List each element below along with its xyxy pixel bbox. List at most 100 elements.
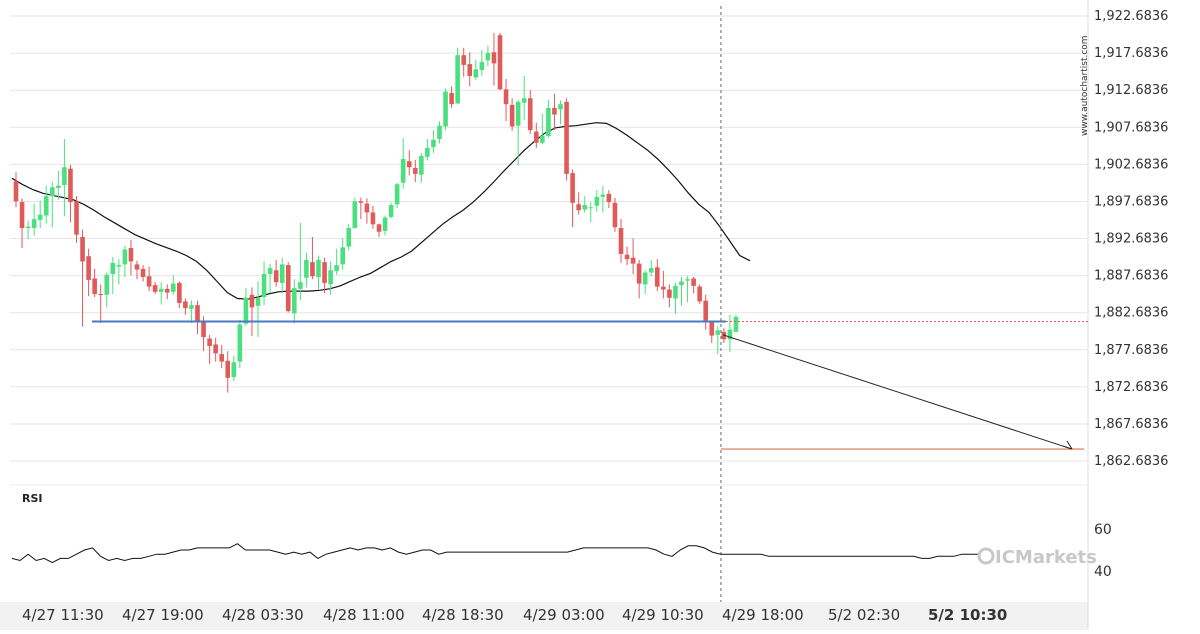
y-axis-labels: 1,922.6836 1,917.6836 1,912.6836 1,907.6836… — [1094, 9, 1168, 469]
candle-body — [195, 305, 200, 323]
candle-body — [310, 262, 315, 277]
candle-body — [588, 207, 594, 209]
candle-body — [600, 194, 606, 197]
candle-body — [340, 247, 345, 265]
candle-body — [425, 147, 430, 157]
y-tick-label: 1,897.6836 — [1094, 194, 1168, 209]
candle-body — [636, 263, 642, 284]
candle-body — [255, 297, 261, 306]
y-tick-label: 1,872.6836 — [1094, 380, 1168, 395]
candle-body — [558, 104, 563, 110]
candle-body — [304, 259, 309, 278]
rsi-tick-label: 40 — [1094, 564, 1112, 580]
candle-body — [140, 268, 146, 277]
candle-body — [334, 265, 339, 272]
candle-body — [110, 262, 116, 275]
candle-body — [624, 254, 630, 260]
candle-body — [183, 301, 188, 309]
candle-body — [74, 201, 79, 235]
candle-body — [279, 264, 285, 283]
moving-average-path — [11, 122, 751, 300]
candle-body — [116, 265, 122, 267]
candle-body — [225, 360, 231, 378]
x-tick-label: 4/29 03:00 — [523, 606, 605, 624]
candle-body — [243, 297, 249, 324]
candle-body — [298, 282, 303, 289]
candle-body — [358, 201, 364, 203]
candle-body — [437, 125, 442, 140]
candle-body — [261, 274, 267, 297]
x-tick-label: 4/29 10:30 — [622, 606, 704, 624]
candle-body — [534, 131, 539, 143]
candle-body — [388, 205, 394, 217]
candle-body — [152, 285, 158, 292]
candle-body — [630, 257, 636, 264]
moving-average-line — [11, 122, 751, 300]
brand-logo-text: ICMarkets — [995, 547, 1097, 568]
x-axis-band — [0, 602, 1090, 630]
x-tick-label: 4/27 11:30 — [22, 606, 104, 624]
candle-body — [521, 98, 527, 103]
candle-body — [703, 300, 708, 321]
candle-body — [382, 217, 388, 231]
y-tick-label: 1,877.6836 — [1094, 343, 1168, 358]
candle-body — [68, 168, 73, 203]
candle-body — [328, 270, 333, 285]
candle-body — [673, 285, 678, 299]
candle-body — [503, 89, 509, 105]
candle-body — [479, 61, 485, 71]
y-axis-panel — [1088, 0, 1200, 630]
overlays — [92, 6, 1088, 602]
candle-body — [376, 224, 382, 232]
candle-body — [679, 281, 684, 286]
candle-body — [92, 278, 97, 295]
rsi-pane: 60 40 — [11, 522, 1112, 580]
candle-body — [50, 187, 55, 197]
candle-body — [497, 35, 503, 90]
candle-body — [316, 259, 321, 277]
candle-body — [346, 228, 352, 247]
y-tick-label: 1,922.6836 — [1094, 9, 1168, 24]
candle-body — [134, 264, 140, 270]
brand-logo-mark — [977, 547, 995, 565]
candle-body — [177, 282, 182, 303]
candle-body — [207, 338, 212, 346]
candle-body — [158, 288, 164, 292]
projection-arrowhead — [1062, 440, 1073, 450]
candle-body — [128, 248, 134, 262]
x-tick-label: 5/2 10:30 — [928, 606, 1007, 624]
candle-body — [564, 101, 569, 174]
candle-body — [515, 101, 521, 126]
candle-body — [394, 184, 400, 205]
candle-body — [509, 104, 515, 127]
candle-body — [431, 139, 436, 148]
candle-body — [19, 202, 25, 229]
candle-body — [691, 278, 696, 286]
y-tick-label: 1,912.6836 — [1094, 83, 1168, 98]
candle-body — [406, 161, 412, 168]
candle-body — [370, 212, 376, 225]
candle-body — [570, 173, 575, 203]
candle-body — [461, 55, 466, 65]
candle-body — [709, 322, 715, 336]
candle-body — [648, 268, 654, 273]
x-tick-label: 4/28 03:30 — [222, 606, 304, 624]
x-tick-label: 4/29 18:00 — [722, 606, 804, 624]
candle-body — [322, 262, 327, 283]
candle-body — [655, 267, 660, 287]
candle-body — [727, 329, 733, 340]
candle-body — [273, 270, 279, 283]
candle-body — [285, 265, 291, 312]
candle-body — [37, 214, 43, 220]
y-tick-label: 1,902.6836 — [1094, 157, 1168, 172]
x-tick-label: 4/28 11:00 — [323, 606, 405, 624]
candle-body — [146, 276, 152, 287]
brand-logo: ICMarkets — [977, 547, 1097, 568]
candle-body — [697, 286, 702, 302]
candle-body — [715, 330, 721, 335]
candle-body — [491, 52, 497, 64]
candle-body — [13, 181, 19, 202]
